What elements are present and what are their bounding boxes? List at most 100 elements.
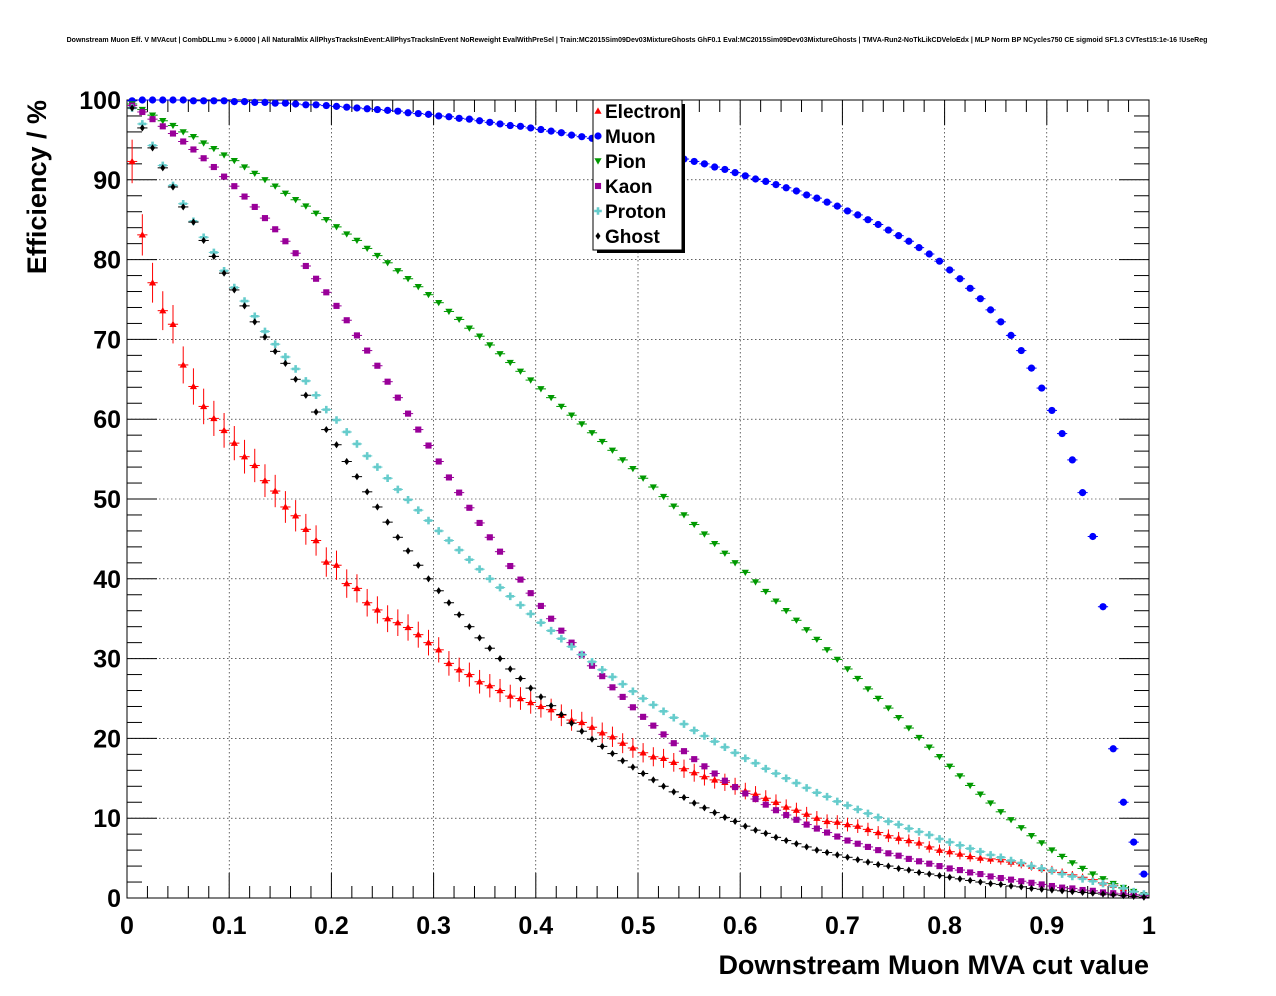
- data-point: [353, 332, 361, 339]
- data-point: [732, 784, 739, 791]
- data-point: [240, 164, 249, 171]
- data-point: [506, 692, 514, 699]
- data-point: [967, 876, 973, 885]
- data-point: [394, 619, 402, 626]
- data-point: [189, 382, 198, 390]
- data-point: [1100, 890, 1106, 898]
- data-point: [424, 292, 433, 299]
- data-point: [312, 536, 320, 544]
- data-point: [915, 839, 923, 846]
- data-point: [905, 836, 913, 844]
- data-point: [649, 484, 657, 491]
- data-point: [711, 540, 719, 548]
- data-point: [783, 811, 790, 819]
- data-point: [761, 764, 770, 773]
- data-point: [885, 850, 892, 857]
- data-point: [813, 814, 821, 821]
- data-point: [240, 453, 249, 460]
- series-electron: [127, 139, 1149, 898]
- y-tick-label: 40: [93, 566, 121, 594]
- data-point: [966, 782, 974, 790]
- data-point: [557, 129, 565, 137]
- data-point: [670, 740, 677, 747]
- data-point: [864, 216, 872, 224]
- data-point: [741, 754, 750, 763]
- data-point: [221, 269, 227, 277]
- data-point: [240, 97, 249, 106]
- data-point: [128, 157, 136, 165]
- data-point: [630, 763, 636, 771]
- data-point: [936, 863, 943, 870]
- data-point: [424, 639, 433, 646]
- data-point: [435, 458, 442, 465]
- data-point: [588, 657, 596, 666]
- data-point: [956, 773, 964, 780]
- data-point: [834, 833, 841, 840]
- data-point: [343, 317, 350, 324]
- data-point: [323, 289, 330, 296]
- data-point: [598, 665, 607, 674]
- data-point: [793, 816, 800, 823]
- data-point: [701, 804, 707, 812]
- data-point: [680, 720, 688, 728]
- data-point: [956, 841, 964, 850]
- data-point: [537, 618, 545, 627]
- data-point: [1027, 364, 1036, 372]
- data-point: [915, 827, 923, 836]
- data-point: [864, 809, 872, 818]
- data-point: [364, 488, 370, 496]
- data-point: [865, 858, 871, 866]
- data-point: [1119, 884, 1128, 893]
- data-point: [783, 836, 789, 845]
- data-point: [404, 276, 412, 283]
- data-point: [1089, 871, 1097, 878]
- data-point: [957, 875, 963, 883]
- data-point: [261, 98, 269, 106]
- data-point: [179, 361, 187, 368]
- data-point: [200, 97, 208, 105]
- data-point: [700, 531, 709, 538]
- data-point: [854, 822, 862, 829]
- data-point: [169, 320, 177, 327]
- data-point: [159, 118, 167, 125]
- data-point: [455, 546, 463, 554]
- y-tick-label: 10: [93, 805, 121, 833]
- data-point: [884, 705, 892, 712]
- data-point: [404, 623, 412, 631]
- data-point: [353, 104, 361, 112]
- data-point: [864, 686, 872, 693]
- data-point: [528, 684, 534, 692]
- data-point: [751, 759, 760, 767]
- data-point: [394, 394, 401, 401]
- data-point: [322, 217, 330, 224]
- data-point: [220, 152, 228, 159]
- data-point: [823, 647, 831, 654]
- data-point: [302, 203, 310, 210]
- data-point: [373, 463, 382, 471]
- data-point: [435, 646, 443, 653]
- x-tick-label: 0.2: [314, 912, 349, 940]
- data-point: [1049, 886, 1055, 894]
- data-point: [190, 218, 196, 226]
- data-point: [567, 716, 576, 723]
- data-point: [998, 880, 1004, 889]
- data-point: [895, 232, 903, 240]
- data-point: [751, 790, 760, 797]
- data-point: [895, 834, 903, 841]
- data-point: [670, 503, 678, 510]
- data-point: [313, 408, 319, 416]
- data-point: [833, 797, 842, 806]
- y-tick-label: 90: [93, 167, 121, 195]
- data-point: [977, 871, 984, 878]
- data-point: [496, 686, 504, 694]
- data-point: [967, 869, 974, 876]
- data-point: [312, 210, 320, 217]
- data-point: [322, 405, 331, 414]
- data-point: [792, 617, 801, 624]
- data-point: [558, 627, 565, 634]
- data-point: [700, 160, 709, 168]
- data-point: [425, 442, 432, 449]
- data-point: [782, 608, 790, 615]
- data-point: [1027, 833, 1036, 840]
- data-point: [864, 843, 872, 850]
